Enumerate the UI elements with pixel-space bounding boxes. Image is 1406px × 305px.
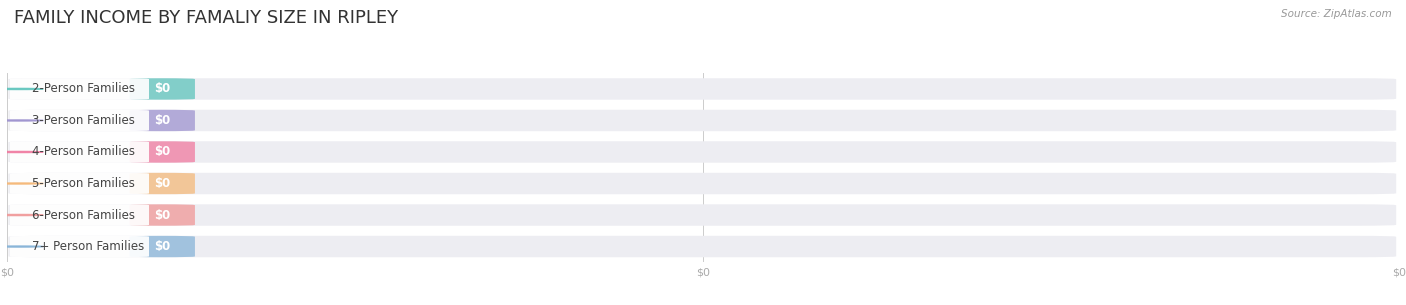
Text: FAMILY INCOME BY FAMALIY SIZE IN RIPLEY: FAMILY INCOME BY FAMALIY SIZE IN RIPLEY <box>14 9 398 27</box>
Text: 5-Person Families: 5-Person Families <box>32 177 135 190</box>
FancyBboxPatch shape <box>8 78 1396 100</box>
Text: $0: $0 <box>155 240 170 253</box>
Circle shape <box>0 246 44 247</box>
FancyBboxPatch shape <box>10 236 149 257</box>
Text: Source: ZipAtlas.com: Source: ZipAtlas.com <box>1281 9 1392 19</box>
Text: 2-Person Families: 2-Person Families <box>32 82 135 95</box>
FancyBboxPatch shape <box>10 78 149 100</box>
Circle shape <box>0 183 44 184</box>
Text: $0: $0 <box>155 145 170 159</box>
Text: $0: $0 <box>155 177 170 190</box>
Text: $0: $0 <box>155 82 170 95</box>
Text: $0: $0 <box>155 209 170 221</box>
FancyBboxPatch shape <box>129 110 195 131</box>
Circle shape <box>0 151 44 152</box>
FancyBboxPatch shape <box>129 78 195 100</box>
FancyBboxPatch shape <box>129 204 195 226</box>
FancyBboxPatch shape <box>8 141 1396 163</box>
Text: 3-Person Families: 3-Person Families <box>32 114 135 127</box>
Circle shape <box>0 88 44 90</box>
FancyBboxPatch shape <box>129 173 195 194</box>
Text: 4-Person Families: 4-Person Families <box>32 145 135 159</box>
FancyBboxPatch shape <box>8 173 1396 194</box>
Text: $0: $0 <box>155 114 170 127</box>
Circle shape <box>0 120 44 121</box>
FancyBboxPatch shape <box>8 236 1396 257</box>
Text: 7+ Person Families: 7+ Person Families <box>32 240 145 253</box>
FancyBboxPatch shape <box>10 110 149 131</box>
FancyBboxPatch shape <box>8 204 1396 226</box>
FancyBboxPatch shape <box>10 141 149 163</box>
Text: 6-Person Families: 6-Person Families <box>32 209 135 221</box>
FancyBboxPatch shape <box>10 204 149 226</box>
FancyBboxPatch shape <box>10 173 149 194</box>
FancyBboxPatch shape <box>8 110 1396 131</box>
FancyBboxPatch shape <box>129 141 195 163</box>
Circle shape <box>0 214 44 216</box>
FancyBboxPatch shape <box>129 236 195 257</box>
